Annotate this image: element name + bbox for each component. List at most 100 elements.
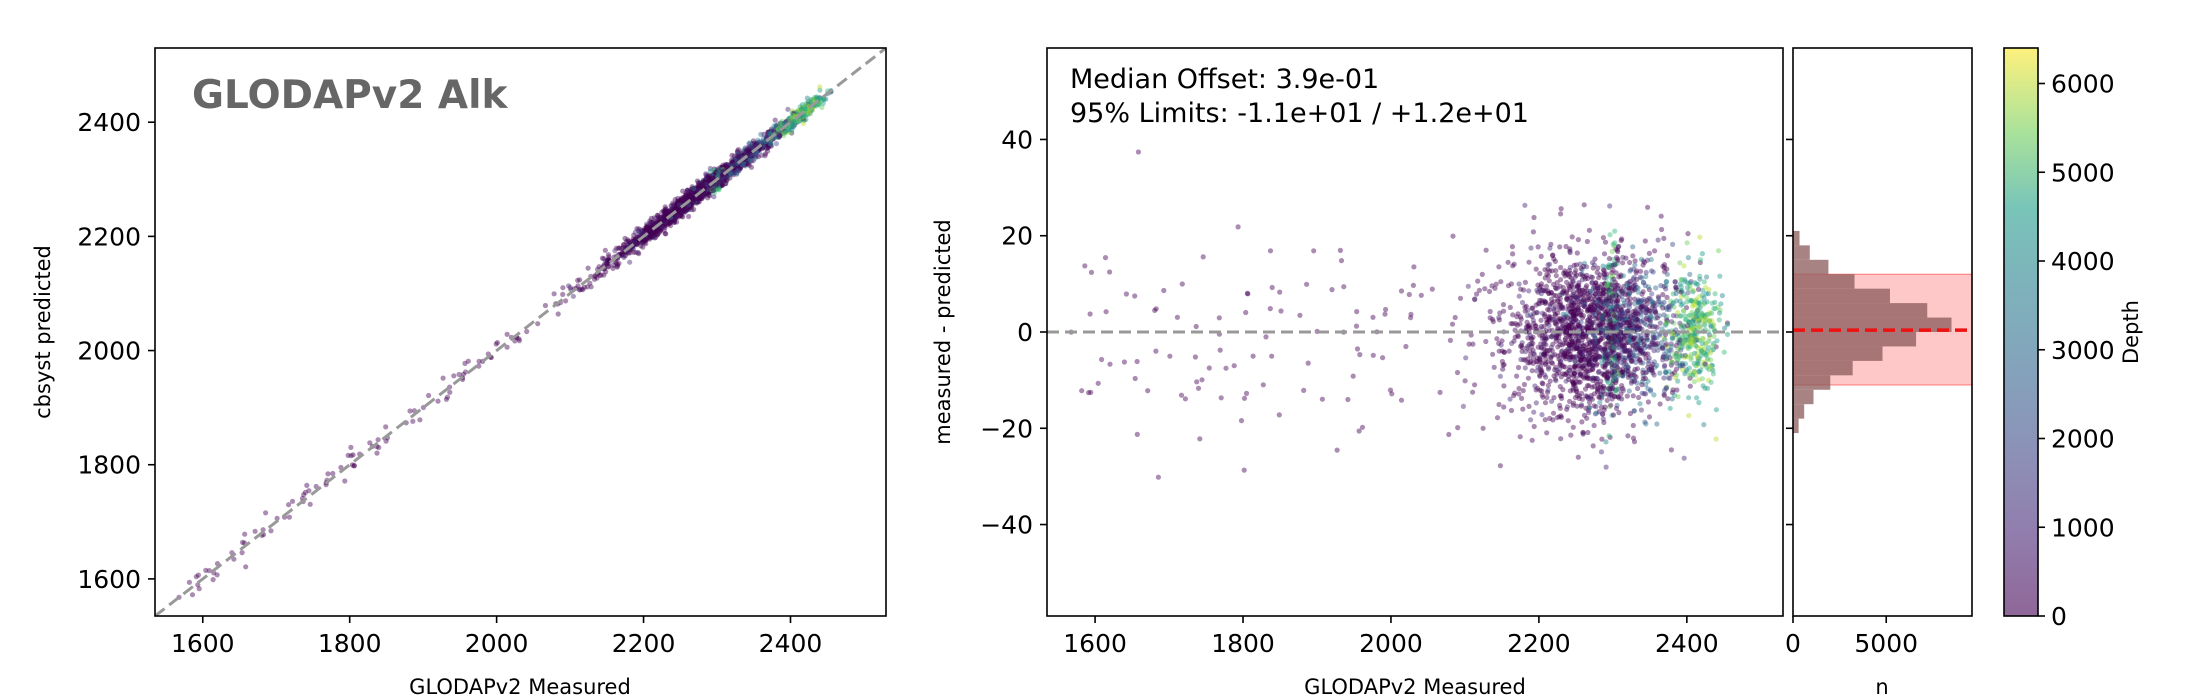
scatter-point <box>715 166 721 172</box>
scatter-point <box>774 134 780 140</box>
scatter-point <box>659 209 665 215</box>
scatter-point <box>675 212 681 218</box>
residual-point <box>1688 354 1694 360</box>
scatter-point <box>646 227 652 234</box>
scatter-point <box>817 84 823 90</box>
residual-point <box>1686 395 1692 401</box>
residual-point <box>1661 299 1667 305</box>
residual-point <box>1383 306 1389 313</box>
residual-point <box>1704 274 1710 280</box>
scatter-point <box>753 141 759 147</box>
scatter-point <box>718 171 724 177</box>
scatter-point <box>717 181 723 187</box>
scatter-point <box>800 105 806 111</box>
scatter-point <box>716 187 722 193</box>
scatter-point <box>655 212 661 219</box>
residual-point <box>1599 315 1605 321</box>
scatter-point <box>790 119 796 125</box>
scatter-point <box>803 112 809 118</box>
scatter-point <box>579 286 585 292</box>
residual-point <box>1591 391 1597 397</box>
x-tick-label: 1800 <box>318 629 382 658</box>
scatter-point <box>750 151 756 157</box>
x-axis-ticks: 1600 1800 2000 2200 2400 <box>171 616 822 658</box>
residual-point <box>1334 447 1340 453</box>
residual-point <box>1337 247 1343 253</box>
scatter-point <box>622 235 628 241</box>
scatter-point <box>692 186 698 192</box>
scatter-point <box>410 418 416 424</box>
scatter-point <box>689 191 695 197</box>
scatter-point <box>660 216 666 222</box>
scatter-point <box>738 153 745 159</box>
residual-point <box>1631 266 1637 272</box>
scatter-point <box>657 225 664 231</box>
residual-point <box>1599 360 1605 366</box>
scatter-point <box>789 123 795 129</box>
scatter-point <box>660 208 667 214</box>
residual-point <box>1622 355 1628 361</box>
scatter-point <box>708 172 715 179</box>
residual-point <box>1645 399 1651 405</box>
scatter-point <box>193 574 199 580</box>
scatter-point <box>732 160 738 166</box>
residual-point <box>1701 279 1707 285</box>
residual-point <box>1107 269 1113 275</box>
scatter-point <box>729 160 736 166</box>
residual-point <box>1655 237 1661 243</box>
scatter-point <box>802 105 808 112</box>
residual-point <box>1509 340 1515 346</box>
scatter-point <box>820 96 827 102</box>
residual-point <box>1370 352 1376 358</box>
scatter-point <box>601 256 607 262</box>
residual-point <box>1525 343 1531 349</box>
scatter-point <box>588 284 594 290</box>
scatter-point <box>781 130 787 136</box>
scatter-point <box>555 311 561 317</box>
residual-point <box>1260 382 1266 388</box>
scatter-point <box>691 195 697 201</box>
scatter-point <box>675 209 681 215</box>
residual-point <box>1549 360 1556 366</box>
residual-point <box>1542 275 1548 281</box>
scatter-point <box>661 216 668 222</box>
residual-point <box>1311 248 1317 254</box>
scatter-point <box>776 122 782 129</box>
residual-point <box>1649 291 1655 297</box>
scatter-point <box>705 191 711 197</box>
residual-point <box>1411 264 1417 270</box>
residual-point <box>1653 285 1659 291</box>
scatter-point <box>713 182 719 188</box>
residual-point <box>1500 302 1507 308</box>
residual-point <box>1629 375 1635 381</box>
scatter-point <box>596 264 602 270</box>
scatter-point <box>662 231 668 237</box>
residual-point <box>1536 355 1542 361</box>
residual-point <box>1603 439 1609 445</box>
scatter-point <box>560 285 566 291</box>
residual-point <box>1267 306 1273 312</box>
scatter-point <box>679 206 685 212</box>
scatter-point <box>747 158 753 164</box>
scatter-point <box>661 222 667 228</box>
scatter-point <box>749 154 756 160</box>
scatter-point <box>686 206 692 212</box>
scatter-point <box>676 204 682 210</box>
scatter-point <box>750 157 756 164</box>
residual-point <box>1573 272 1579 278</box>
scatter-point <box>714 171 720 177</box>
residual-point <box>1561 290 1567 296</box>
scatter-point <box>648 234 655 240</box>
scatter-point <box>677 209 684 215</box>
scatter-point <box>690 195 696 201</box>
y-tick-label: 2000 <box>77 337 141 366</box>
residual-point <box>1635 289 1641 295</box>
residual-point <box>1541 340 1547 347</box>
scatter-point <box>651 230 657 236</box>
scatter-point <box>697 180 703 187</box>
residual-point <box>1305 360 1311 366</box>
residual-point <box>1627 259 1633 266</box>
scatter-point <box>709 186 715 192</box>
residual-point <box>1647 323 1653 329</box>
scatter-point <box>648 215 654 221</box>
